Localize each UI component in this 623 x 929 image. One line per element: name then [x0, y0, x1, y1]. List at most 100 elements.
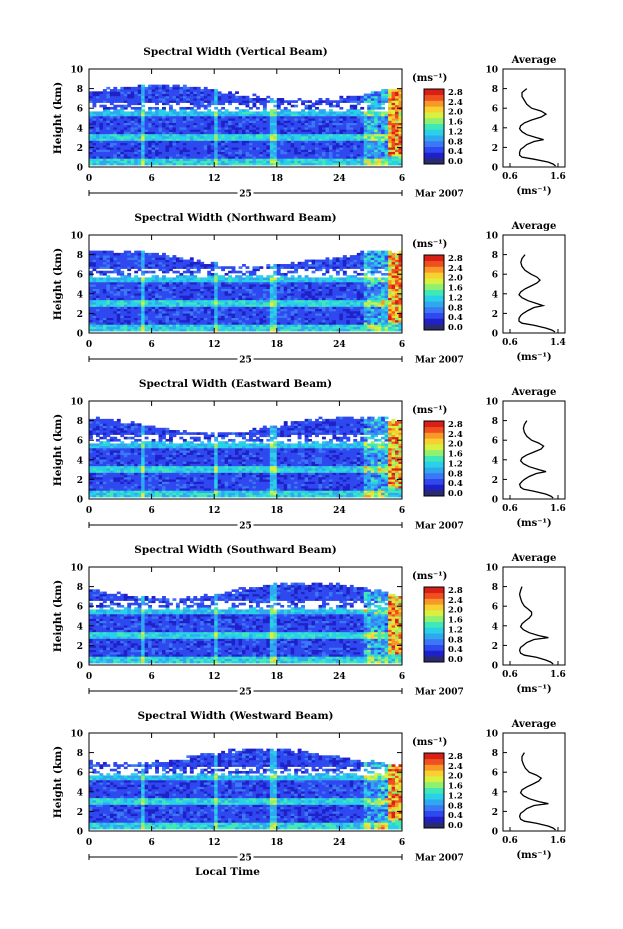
heatmap-cell	[210, 295, 215, 298]
heatmap-cell	[162, 120, 166, 123]
heatmap-cell	[123, 304, 128, 307]
heatmap-cell	[210, 275, 215, 278]
heatmap-cell	[168, 106, 173, 110]
heatmap-cell	[207, 140, 212, 144]
heatmap-cell	[196, 142, 201, 146]
heatmap-cell	[283, 266, 288, 269]
heatmap-cell	[182, 140, 187, 144]
heatmap-cell	[196, 304, 201, 307]
heatmap-cell	[322, 315, 326, 318]
heatmap-cell	[89, 275, 93, 278]
heatmap-cell	[280, 118, 285, 121]
heatmap-cell	[245, 266, 250, 269]
heatmap-cell	[158, 153, 163, 157]
heatmap-cell	[203, 277, 208, 281]
heatmap-cell	[120, 147, 125, 150]
heatmap-cell	[175, 270, 180, 274]
heatmap-cell	[155, 310, 159, 314]
heatmap-cell	[315, 259, 319, 263]
heatmap-cell	[193, 91, 198, 94]
heatmap-cell	[283, 277, 288, 281]
heatmap-cell	[276, 277, 281, 281]
heatmap-cell	[116, 104, 121, 108]
heatmap-cell	[186, 313, 191, 316]
heatmap-cell	[370, 133, 375, 137]
heatmap-cell	[116, 268, 121, 272]
heatmap-cell	[155, 89, 159, 92]
heatmap-cell	[221, 317, 226, 321]
heatmap-cell	[280, 306, 285, 310]
heatmap-cell	[262, 295, 267, 298]
heatmap-cell	[210, 315, 215, 318]
heatmap-cell	[200, 149, 205, 152]
heatmap-cell	[203, 120, 208, 123]
heatmap-cell	[196, 286, 201, 289]
heatmap-cell	[148, 115, 152, 119]
heatmap-cell	[155, 118, 159, 121]
heatmap-cell	[367, 151, 372, 155]
heatmap-cell	[130, 324, 135, 327]
heatmap-cell	[172, 304, 177, 307]
heatmap-cell	[332, 120, 337, 123]
heatmap-cell	[231, 138, 236, 141]
heatmap-cell	[120, 153, 125, 157]
heatmap-cell	[196, 156, 201, 159]
heatmap-cell	[102, 315, 107, 318]
heatmap-cell	[315, 290, 319, 294]
heatmap-cell	[162, 91, 166, 94]
heatmap-cell	[269, 115, 274, 119]
heatmap-cell	[297, 151, 302, 155]
heatmap-cell	[238, 308, 243, 312]
heatmap-cell	[294, 301, 299, 305]
heatmap-cell	[374, 120, 379, 123]
heatmap-cell	[148, 147, 152, 150]
heatmap-cell	[266, 322, 271, 325]
heatmap-cell	[304, 293, 309, 296]
heatmap-cell	[242, 147, 246, 150]
heatmap-cell	[231, 95, 236, 99]
heatmap-cell	[367, 111, 372, 115]
heatmap-cell	[141, 140, 146, 144]
heatmap-cell	[259, 322, 264, 325]
heatmap-cell	[182, 308, 187, 312]
heatmap-cell	[123, 162, 128, 166]
heatmap-cell	[356, 160, 361, 164]
heatmap-cell	[238, 304, 243, 307]
heatmap-cell	[224, 142, 229, 146]
heatmap-cell	[196, 120, 201, 123]
heatmap-cell	[276, 129, 281, 132]
heatmap-cell	[92, 328, 97, 332]
heatmap-cell	[179, 147, 184, 150]
heatmap-cell	[283, 158, 288, 161]
heatmap-cell	[172, 151, 177, 155]
heatmap-cell	[109, 322, 114, 325]
heatmap-cell	[203, 144, 208, 148]
heatmap-cell	[99, 162, 104, 166]
heatmap-cell	[273, 160, 278, 164]
heatmap-cell	[221, 160, 226, 164]
heatmap-cell	[162, 156, 166, 159]
heatmap-cell	[102, 100, 107, 103]
heatmap-cell	[186, 129, 191, 132]
heatmap-cell	[353, 115, 358, 119]
heatmap-cell	[162, 277, 166, 281]
heatmap-cell	[238, 133, 243, 137]
heatmap-cell	[168, 290, 173, 294]
heatmap-cell	[193, 264, 198, 267]
heatmap-cell	[248, 100, 253, 103]
heatmap-cell	[335, 328, 340, 332]
heatmap-cell	[276, 133, 281, 137]
heatmap-cell	[137, 284, 142, 287]
heatmap-cell	[297, 111, 302, 115]
heatmap-cell	[106, 95, 111, 99]
heatmap-cell	[322, 284, 326, 287]
heatmap-cell	[224, 328, 229, 332]
heatmap-cell	[109, 153, 114, 157]
heatmap-cell	[127, 91, 132, 94]
heatmap-cell	[162, 310, 166, 314]
heatmap-cell	[120, 89, 125, 92]
heatmap-cell	[217, 319, 222, 323]
heatmap-cell	[384, 120, 389, 123]
heatmap-cell	[189, 272, 194, 276]
heatmap-cell	[99, 142, 104, 146]
